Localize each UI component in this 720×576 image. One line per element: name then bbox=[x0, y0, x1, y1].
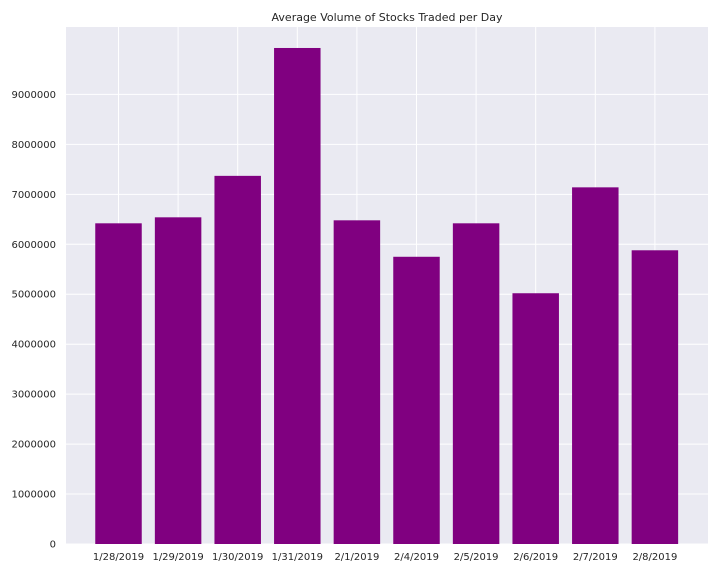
y-tick-label: 1000000 bbox=[11, 490, 56, 501]
x-axis-ticks: 1/28/2019 1/29/2019 1/30/2019 1/31/2019 2/1/… bbox=[93, 552, 678, 563]
bar bbox=[393, 256, 440, 544]
x-tick-label: 1/30/2019 bbox=[212, 552, 263, 563]
x-tick-label: 2/7/2019 bbox=[573, 552, 618, 563]
y-tick-label: 3000000 bbox=[11, 390, 56, 401]
bar bbox=[512, 293, 559, 544]
y-tick-label: 2000000 bbox=[11, 440, 56, 451]
y-tick-label: 8000000 bbox=[11, 140, 56, 151]
y-tick-label: 9000000 bbox=[11, 90, 56, 101]
x-tick-label: 2/8/2019 bbox=[632, 552, 677, 563]
x-tick-label: 1/29/2019 bbox=[152, 552, 203, 563]
x-tick-label: 1/31/2019 bbox=[272, 552, 323, 563]
y-axis-ticks: 0 1000000 2000000 3000000 4000000 5000000 6000… bbox=[11, 90, 56, 551]
y-tick-label: 7000000 bbox=[11, 190, 56, 201]
bar bbox=[154, 217, 202, 544]
y-tick-label: 4000000 bbox=[11, 340, 56, 351]
x-tick-label: 2/6/2019 bbox=[513, 552, 558, 563]
bar bbox=[95, 223, 142, 544]
y-tick-label: 5000000 bbox=[11, 290, 56, 301]
bar bbox=[631, 250, 679, 544]
x-tick-label: 1/28/2019 bbox=[93, 552, 144, 563]
bar bbox=[572, 187, 619, 545]
bar bbox=[452, 223, 500, 544]
bar bbox=[274, 47, 321, 545]
chart-title: Average Volume of Stocks Traded per Day bbox=[272, 11, 503, 24]
y-tick-label: 0 bbox=[50, 540, 56, 551]
x-tick-label: 2/5/2019 bbox=[454, 552, 499, 563]
x-tick-label: 2/4/2019 bbox=[394, 552, 439, 563]
x-tick-label: 2/1/2019 bbox=[334, 552, 379, 563]
y-tick-label: 6000000 bbox=[11, 240, 56, 251]
bar bbox=[214, 175, 261, 545]
bars bbox=[95, 47, 679, 545]
bar bbox=[333, 220, 381, 544]
